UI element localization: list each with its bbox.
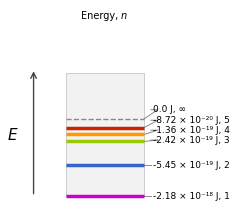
Text: -2.18 × 10⁻¹⁸ J, 1: -2.18 × 10⁻¹⁸ J, 1 (153, 192, 230, 201)
Text: -8.72 × 10⁻²⁰ J, 5: -8.72 × 10⁻²⁰ J, 5 (153, 116, 230, 125)
Bar (66, 73, 144, 197)
Text: E: E (8, 128, 18, 143)
Text: Energy,: Energy, (81, 11, 121, 21)
Text: -1.36 × 10⁻¹⁹ J, 4: -1.36 × 10⁻¹⁹ J, 4 (153, 126, 230, 135)
Text: -2.42 × 10⁻¹⁹ J, 3: -2.42 × 10⁻¹⁹ J, 3 (153, 136, 230, 145)
Text: -5.45 × 10⁻¹⁹ J, 2: -5.45 × 10⁻¹⁹ J, 2 (153, 161, 230, 170)
Text: n: n (121, 11, 127, 21)
Text: 0.0 J, ∞: 0.0 J, ∞ (153, 105, 186, 114)
